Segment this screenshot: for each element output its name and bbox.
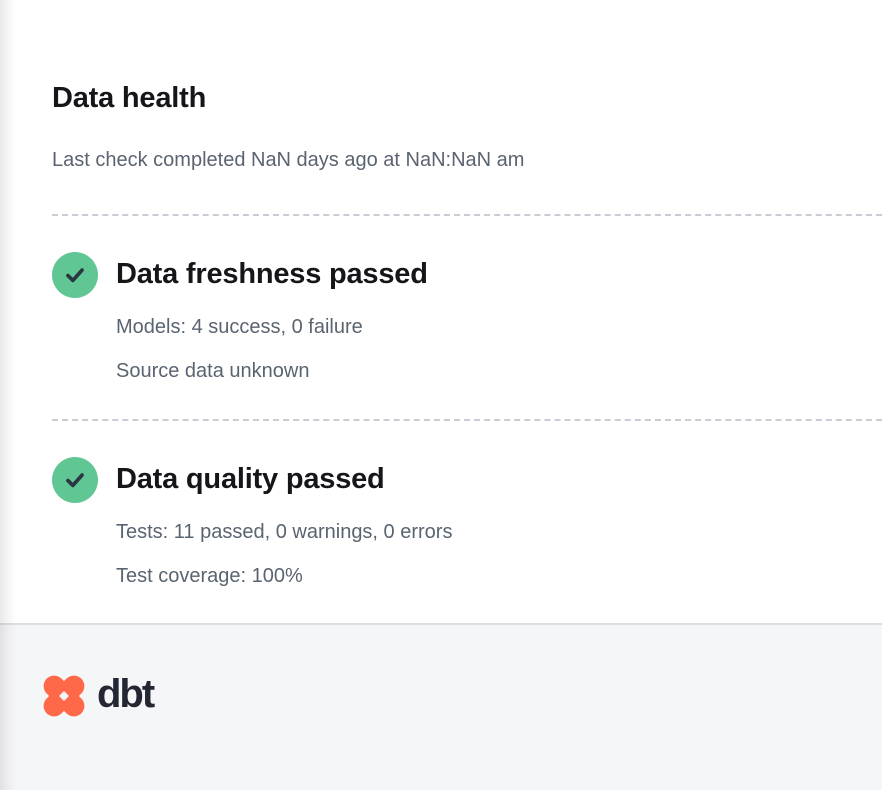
- check-header: Data quality passed: [52, 457, 882, 504]
- dbt-logo-text: dbt: [97, 672, 155, 716]
- check-heading-freshness: Data freshness passed: [116, 258, 428, 291]
- footer: dbt: [0, 623, 882, 790]
- last-check-status: Last check completed NaN days ago at NaN…: [52, 149, 525, 172]
- page-title: Data health: [52, 82, 207, 114]
- dbt-logo-icon: [40, 672, 88, 720]
- check-detail-source: Source data unknown: [116, 360, 310, 383]
- check-section-freshness: Data freshness passed Models: 4 success,…: [52, 252, 882, 383]
- data-health-main: Data health Last check completed NaN day…: [52, 82, 882, 588]
- section-divider: [52, 214, 882, 217]
- section-divider: [52, 419, 882, 422]
- check-heading-quality: Data quality passed: [116, 463, 385, 496]
- check-detail-models: Models: 4 success, 0 failure: [116, 316, 363, 339]
- check-header: Data freshness passed: [52, 252, 882, 299]
- dbt-logo[interactable]: dbt: [40, 672, 155, 720]
- success-check-icon: [52, 457, 98, 504]
- check-section-quality: Data quality passed Tests: 11 passed, 0 …: [52, 457, 882, 588]
- check-detail-coverage: Test coverage: 100%: [116, 565, 303, 588]
- success-check-icon: [52, 252, 98, 299]
- check-detail-tests: Tests: 11 passed, 0 warnings, 0 errors: [116, 521, 453, 544]
